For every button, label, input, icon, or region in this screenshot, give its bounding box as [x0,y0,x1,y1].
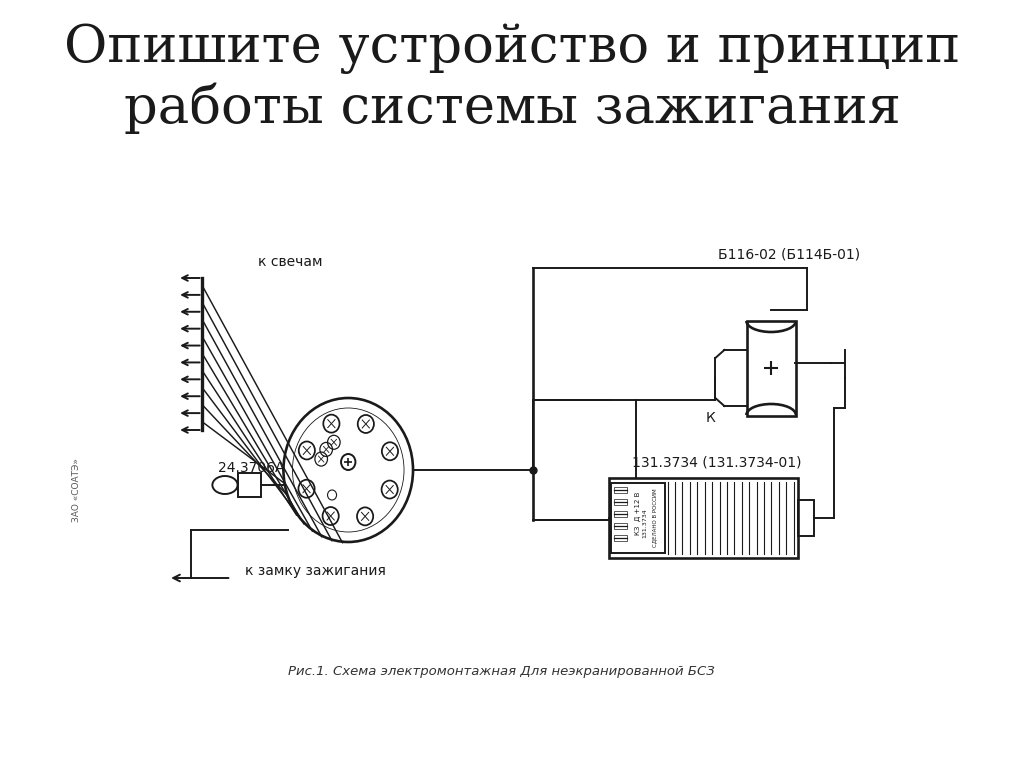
Text: К: К [706,411,716,425]
Bar [613,523,627,529]
Text: ЗАО «СОАТЭ»: ЗАО «СОАТЭ» [72,458,81,522]
Text: КЗ  Д +12 В: КЗ Д +12 В [635,492,641,535]
Text: Рис.1. Схема электромонтажная Для неэкранированной БСЗ: Рис.1. Схема электромонтажная Для неэкра… [288,666,715,678]
Bar [798,500,814,536]
Text: СДЕЛАНО В РОССИM: СДЕЛАНО В РОССИM [651,488,656,548]
Text: Опишите устройство и принцип: Опишите устройство и принцип [63,22,961,74]
Text: Б116-02 (Б114Б-01): Б116-02 (Б114Б-01) [718,248,860,262]
Text: 24.3706А: 24.3706А [218,461,285,475]
Bar [239,473,261,497]
Text: работы системы зажигания: работы системы зажигания [124,82,900,134]
Text: к замку зажигания: к замку зажигания [245,564,386,578]
Bar [613,535,627,541]
Bar [613,511,627,517]
Bar [609,478,798,558]
Text: 131.3734 (131.3734-01): 131.3734 (131.3734-01) [633,456,802,470]
Text: к свечам: к свечам [257,255,322,269]
Text: 131.3734: 131.3734 [643,508,647,538]
Bar [611,483,665,553]
Bar [613,499,627,505]
Bar [746,321,797,416]
Bar [613,487,627,493]
